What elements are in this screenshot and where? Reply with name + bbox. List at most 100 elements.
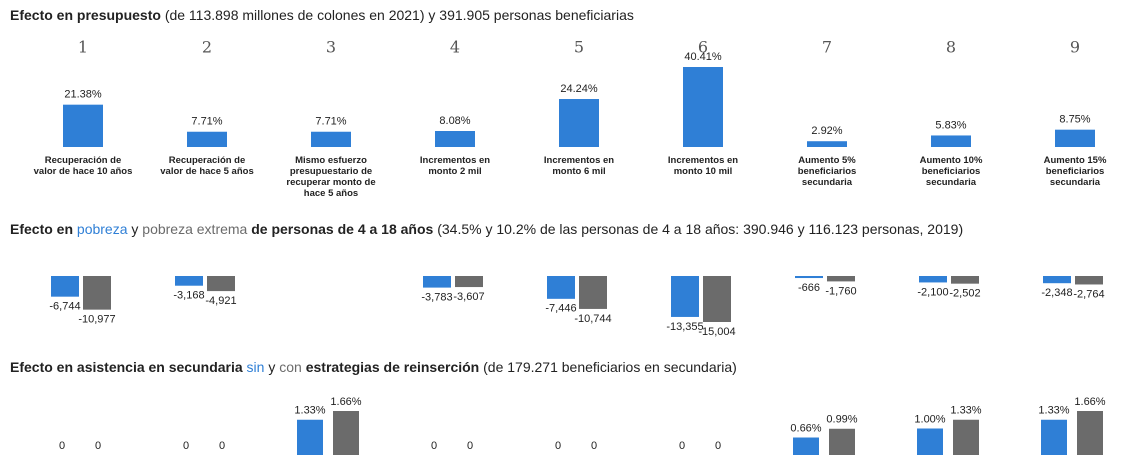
category-label: 2 <box>202 38 212 57</box>
legend-entry: con <box>279 359 302 375</box>
data-label: 7.71% <box>315 116 346 128</box>
bar <box>423 276 451 288</box>
legend-entry: pobreza extrema <box>142 221 248 237</box>
category-label: 7 <box>822 38 832 57</box>
bar <box>671 276 699 317</box>
data-label: -2,502 <box>949 288 980 300</box>
category-label: 3 <box>326 38 336 57</box>
data-label: 0 <box>715 440 721 452</box>
data-label: 0.99% <box>826 414 857 426</box>
data-label: 24.24% <box>560 83 598 95</box>
title: Efecto en presupuesto <box>10 7 161 23</box>
bar <box>1041 419 1067 455</box>
data-label: -10,977 <box>78 314 115 326</box>
data-label: 5.83% <box>935 119 966 131</box>
bar <box>435 131 475 147</box>
data-label: -7,446 <box>545 303 576 315</box>
data-label: -13,355 <box>666 321 703 333</box>
data-label: 0 <box>679 440 685 452</box>
bar <box>1043 276 1071 284</box>
category-label: 8 <box>946 38 956 57</box>
category-description: Mismo esfuerzo presupuestario de recuper… <box>286 155 376 199</box>
data-label: 40.41% <box>684 51 722 63</box>
bar <box>931 135 971 147</box>
data-label: -2,348 <box>1041 287 1072 299</box>
bar <box>63 104 103 147</box>
bar <box>951 276 979 284</box>
bar <box>703 276 731 322</box>
category-label: 5 <box>574 38 584 57</box>
title: de personas de 4 a 18 años <box>251 221 434 237</box>
category-description: Recuperación de valor de hace 5 años <box>160 155 254 177</box>
bar <box>559 99 599 147</box>
data-label: 7.71% <box>191 116 222 128</box>
title: Efecto en <box>10 221 74 237</box>
data-label: -3,607 <box>453 291 484 303</box>
data-label: 0 <box>183 440 189 452</box>
category-label: 6 <box>698 38 708 57</box>
category-description: Incrementos en monto 10 mil <box>667 155 739 177</box>
subtitle: (34.5% y 10.2% de las personas de 4 a 18… <box>437 221 964 237</box>
data-label: 1.66% <box>1074 396 1105 408</box>
data-label: 0 <box>591 440 597 452</box>
subtitle: (de 179.271 beneficiarios en secundaria) <box>483 359 737 375</box>
legend-entry: sin <box>246 359 265 375</box>
data-label: -1,760 <box>825 285 856 297</box>
data-label: 21.38% <box>64 89 102 101</box>
data-label: 8.75% <box>1059 114 1090 126</box>
data-label: 0 <box>95 440 101 452</box>
subtitle: (de 113.898 millones de colones en 2021)… <box>164 7 634 23</box>
bar <box>793 437 819 455</box>
bar <box>455 276 483 288</box>
bar <box>187 131 227 147</box>
title: Efecto en asistencia en secundaria <box>10 359 243 375</box>
title: y <box>268 359 276 375</box>
category-label: 1 <box>78 38 88 57</box>
bar <box>827 276 855 282</box>
data-label: 1.33% <box>294 405 325 417</box>
bar <box>83 276 111 310</box>
bar <box>311 131 351 147</box>
bar <box>51 276 79 297</box>
bar <box>333 411 359 455</box>
bar <box>547 276 575 299</box>
data-label: -4,921 <box>205 295 236 307</box>
bar <box>297 419 323 455</box>
data-label: 0 <box>467 440 473 452</box>
data-label: 2.92% <box>811 125 842 137</box>
data-label: 0 <box>555 440 561 452</box>
bar <box>207 276 235 292</box>
category-label: 4 <box>450 38 460 57</box>
category-description: Incrementos en monto 2 mil <box>419 155 491 177</box>
bar <box>807 141 847 147</box>
data-label: -6,744 <box>49 301 80 313</box>
data-label: -15,004 <box>698 326 735 338</box>
bar <box>1075 276 1103 285</box>
bar <box>579 276 607 309</box>
data-label: -10,744 <box>574 313 611 325</box>
data-label: 1.00% <box>914 413 945 425</box>
legend-entry: pobreza <box>76 221 128 237</box>
data-label: 0 <box>219 440 225 452</box>
bar <box>795 276 823 279</box>
data-label: -2,764 <box>1073 288 1104 300</box>
bar <box>917 428 943 455</box>
chart-title: Efecto en asistencia en secundaria sin y… <box>10 358 1070 377</box>
bar <box>683 67 723 147</box>
data-label: 1.33% <box>950 405 981 417</box>
data-label: -3,168 <box>173 290 204 302</box>
title: estrategias de reinserción <box>305 359 480 375</box>
category-description: Recuperación de valor de hace 10 años <box>33 155 133 177</box>
bar <box>1077 411 1103 455</box>
bar <box>919 276 947 283</box>
data-label: 1.33% <box>1038 405 1069 417</box>
data-label: 0 <box>431 440 437 452</box>
bar <box>829 428 855 455</box>
category-description: Aumento 15% beneficiarios secundaria <box>1043 155 1107 188</box>
chart-title: Efecto en presupuesto (de 113.898 millon… <box>10 6 1070 25</box>
data-label: 0 <box>59 440 65 452</box>
category-description: Incrementos en monto 6 mil <box>543 155 615 177</box>
chart-title: Efecto en pobreza y pobreza extrema de p… <box>10 220 1070 239</box>
